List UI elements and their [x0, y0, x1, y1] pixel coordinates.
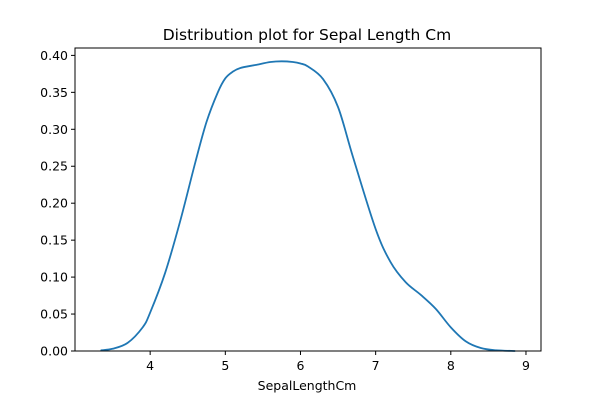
y-tick-label: 0.35 [40, 85, 68, 100]
x-axis: 4 5 6 7 8 9 [146, 351, 530, 373]
kde-series-line [100, 60, 516, 352]
x-tick-label: 7 [372, 358, 380, 373]
plot-frame [74, 47, 542, 352]
y-axis: 0.00 0.05 0.10 0.15 0.20 0.25 0.30 0.35 0.40 [40, 48, 75, 359]
y-tick-label: 0.40 [40, 48, 68, 63]
x-tick-label: 4 [146, 358, 154, 373]
x-axis-label: SepalLengthCm [258, 378, 357, 393]
x-tick-label: 9 [522, 358, 530, 373]
y-tick-label: 0.30 [40, 122, 68, 137]
chart-title: Distribution plot for Sepal Length Cm [163, 26, 451, 44]
x-tick-label: 8 [447, 358, 455, 373]
y-tick-label: 0.00 [40, 344, 68, 359]
y-tick-label: 0.20 [40, 196, 68, 211]
x-tick-label: 5 [221, 358, 229, 373]
y-tick-label: 0.05 [40, 307, 68, 322]
y-tick-label: 0.15 [40, 233, 68, 248]
x-tick-label: 6 [297, 358, 305, 373]
y-tick-label: 0.25 [40, 159, 68, 174]
y-tick-label: 0.10 [40, 270, 68, 285]
